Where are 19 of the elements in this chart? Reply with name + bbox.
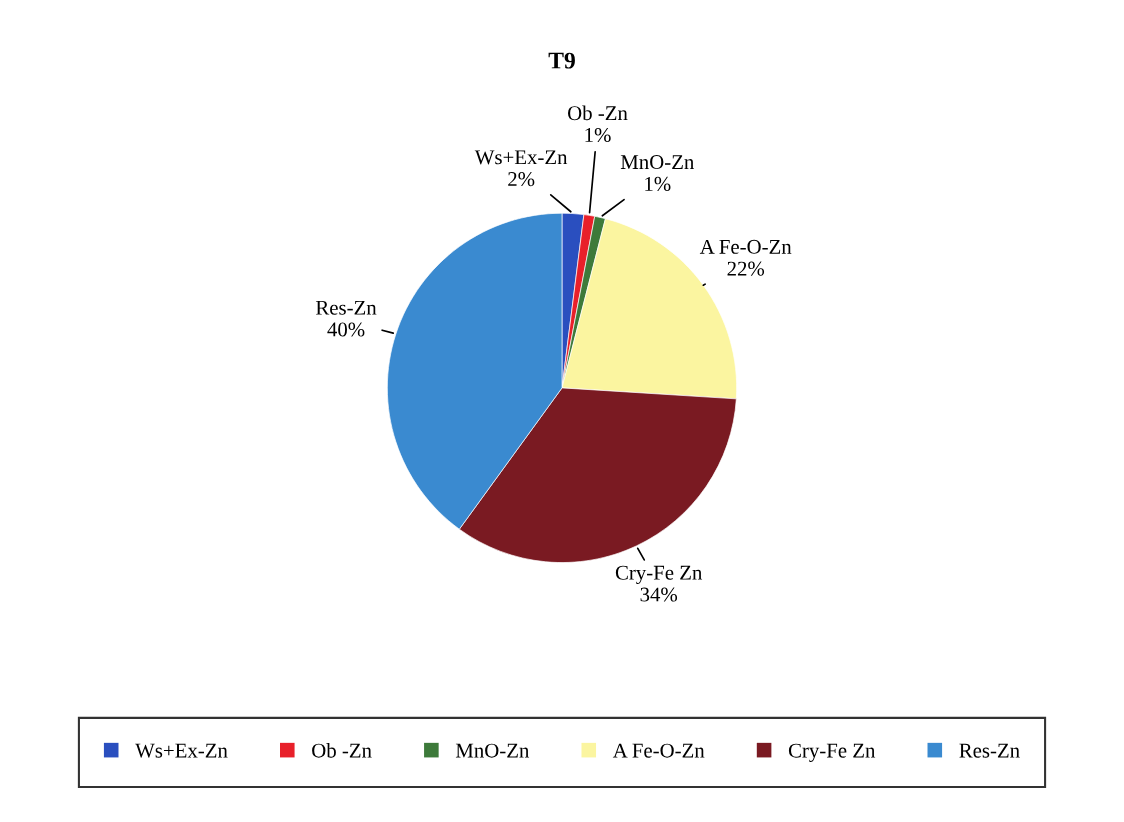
slice-label: Ob -Zn	[568, 105, 628, 121]
legend-label: MnO-Zn	[455, 743, 530, 758]
data-label: 1%	[645, 176, 671, 191]
legend-label: Cry-Fe Zn	[788, 743, 876, 762]
slice-label: MnO-Zn	[620, 155, 695, 170]
data-label: 40%	[327, 322, 365, 337]
slice-label: Ws+Ex-Zn	[474, 150, 568, 165]
chart-title: T9	[548, 52, 575, 69]
legend-label: Res-Zn	[959, 743, 1020, 758]
data-label: 1%	[585, 127, 611, 143]
data-label: 34%	[640, 587, 678, 602]
slice-label: Res-Zn	[315, 300, 377, 315]
slice-label: Cry-Fe Zn	[615, 565, 703, 584]
legend-label: Ws+Ex-Zn	[135, 743, 228, 758]
slice-label: A Fe-O-Zn	[699, 239, 792, 254]
data-label: 22%	[727, 261, 765, 276]
legend-label: A Fe-O-Zn	[612, 743, 705, 758]
legend-label: Ob -Zn	[312, 742, 372, 758]
data-label: 2%	[508, 172, 535, 187]
